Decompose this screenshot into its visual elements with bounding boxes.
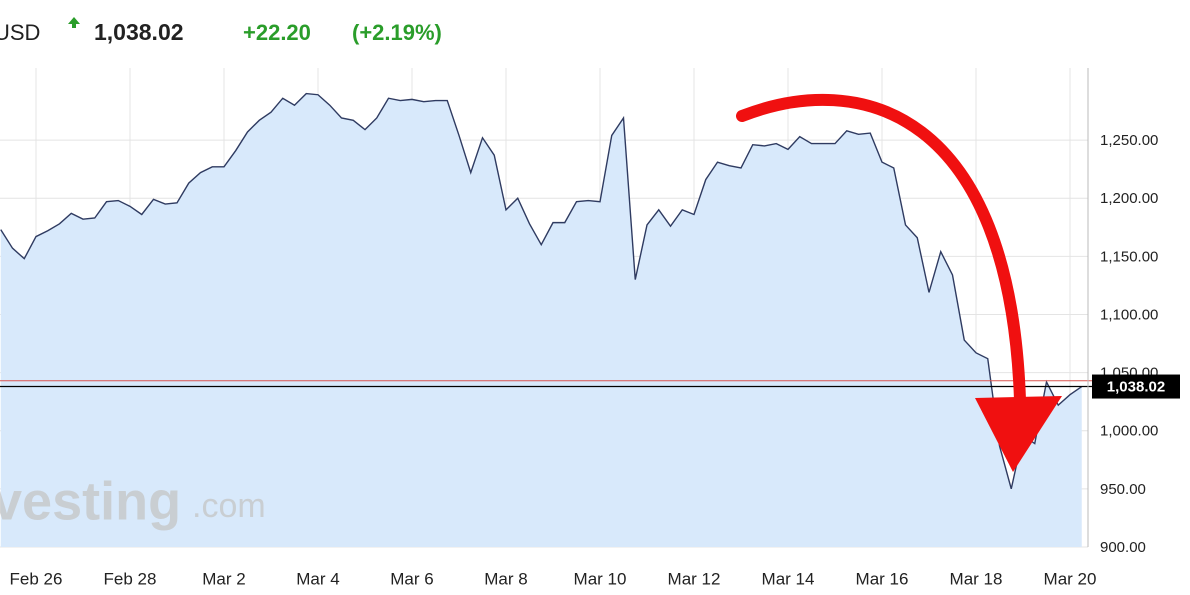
y-tick-label: 1,200.00 bbox=[1100, 190, 1158, 207]
x-tick-label: Mar 20 bbox=[1044, 569, 1097, 588]
symbol: USD bbox=[0, 20, 40, 45]
y-tick-label: 1,000.00 bbox=[1100, 423, 1158, 440]
x-tick-label: Mar 16 bbox=[856, 569, 909, 588]
x-tick-label: Mar 2 bbox=[202, 569, 245, 588]
up-arrow-icon bbox=[68, 17, 80, 28]
line bbox=[0, 92, 1083, 490]
x-tick-label: Feb 26 bbox=[10, 569, 63, 588]
x-tick-label: Mar 18 bbox=[950, 569, 1003, 588]
y-tick-label: 950.00 bbox=[1100, 481, 1146, 498]
plot: 900.00950.001,000.001,050.001,100.001,15… bbox=[0, 68, 1158, 588]
price-label-box bbox=[1092, 374, 1180, 399]
area bbox=[0, 93, 1082, 547]
watermark-domain: .com bbox=[192, 487, 266, 525]
price-label: 1,038.02 bbox=[1107, 379, 1165, 396]
annotation-arrowhead bbox=[975, 396, 1062, 472]
y-tick-label: 1,100.00 bbox=[1100, 306, 1158, 323]
x-tick-label: Mar 6 bbox=[390, 569, 433, 588]
y-tick-label: 1,150.00 bbox=[1100, 248, 1158, 265]
y-tick-label: 1,250.00 bbox=[1100, 132, 1158, 149]
x-tick-label: Mar 4 bbox=[296, 569, 339, 588]
x-tick-label: Mar 14 bbox=[762, 569, 815, 588]
change: +22.20 bbox=[243, 20, 311, 45]
y-tick-label: 900.00 bbox=[1100, 539, 1146, 556]
x-tick-label: Mar 8 bbox=[484, 569, 527, 588]
change-percent: (+2.19%) bbox=[352, 20, 442, 45]
x-tick-label: Feb 28 bbox=[104, 569, 157, 588]
x-tick-label: Mar 12 bbox=[668, 569, 721, 588]
price: 1,038.02 bbox=[94, 19, 184, 45]
annotation-arrow bbox=[736, 93, 1026, 406]
x-tick-label: Mar 10 bbox=[574, 569, 627, 588]
watermark: vesting bbox=[0, 471, 181, 531]
